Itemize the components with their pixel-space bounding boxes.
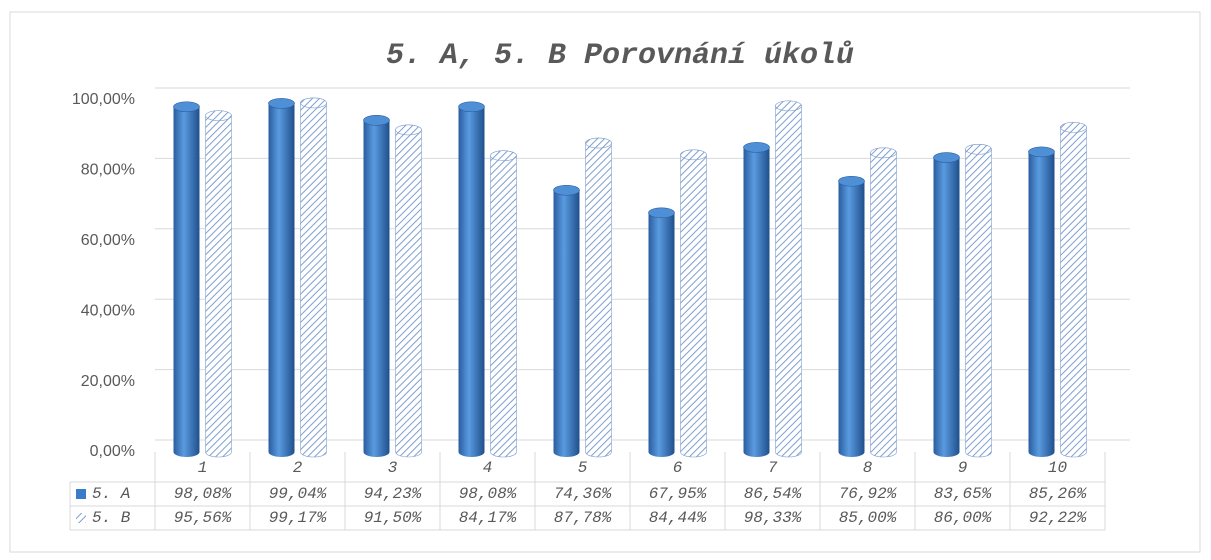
cylinder-cap [1028, 146, 1055, 158]
chart-title: 5. A, 5. B Porovnání úkolů [386, 39, 854, 73]
cylinder-cap [743, 142, 770, 153]
x-tick-label: 2 [293, 459, 303, 477]
table-value: 83,65% [934, 485, 993, 503]
cylinder [173, 101, 200, 457]
x-tick-label: 7 [768, 459, 778, 477]
cylinder [395, 124, 422, 458]
cylinder [553, 185, 580, 458]
legend-label: 5. A [92, 485, 130, 503]
table-value: 67,95% [649, 485, 708, 503]
cylinder [743, 142, 770, 457]
legend-key [76, 489, 86, 499]
cylinder-cap [1060, 122, 1087, 133]
x-tick-label: 8 [863, 459, 873, 477]
cylinder [205, 110, 232, 458]
cylinder [268, 98, 295, 457]
cylinder [363, 115, 390, 458]
cylinder [965, 143, 992, 458]
y-tick-label: 80,00% [81, 162, 135, 179]
cylinder-cap [395, 124, 422, 136]
cylinder-cap [363, 115, 390, 126]
x-tick-label: 5 [578, 459, 588, 477]
cylinder-cap [648, 207, 675, 219]
cylinder [680, 149, 707, 458]
cylinder-cap [680, 149, 707, 161]
cylinder [1028, 146, 1055, 457]
y-tick-label: 0,00% [90, 443, 135, 460]
table-value: 85,26% [1029, 485, 1088, 503]
table-value: 92,22% [1029, 509, 1088, 527]
table-value: 98,08% [459, 485, 518, 503]
cylinder [775, 100, 802, 458]
cylinder-cap [838, 175, 865, 187]
x-tick-label: 10 [1048, 459, 1068, 477]
cylinder [838, 176, 865, 458]
table-value: 98,33% [744, 509, 803, 527]
cylinder-cap [870, 147, 897, 159]
cylinder [585, 137, 612, 458]
table-value: 84,17% [459, 509, 518, 527]
table-value: 99,04% [269, 485, 328, 503]
cylinder-cap [585, 137, 612, 149]
cylinder-cap [553, 184, 580, 196]
cylinder [648, 207, 675, 457]
y-tick-label: 20,00% [81, 373, 135, 390]
cylinder-cap [173, 101, 200, 113]
legend-key [76, 513, 86, 523]
cylinder-cap [775, 100, 802, 112]
cylinder [458, 101, 485, 457]
cylinder-cap [458, 101, 485, 113]
x-tick-label: 4 [483, 459, 493, 477]
legend-label: 5. B [92, 509, 131, 527]
table-value: 91,50% [364, 509, 423, 527]
x-tick-label: 6 [673, 459, 683, 477]
table-value: 86,00% [934, 509, 993, 527]
cylinder [300, 97, 327, 458]
table-value: 99,17% [269, 509, 328, 527]
y-tick-label: 60,00% [81, 232, 135, 249]
cylinder [1060, 122, 1087, 458]
x-tick-label: 3 [388, 459, 398, 477]
cylinder [933, 152, 960, 457]
cylinder-cap [268, 98, 295, 109]
cylinder-cap [933, 152, 960, 163]
table-value: 87,78% [554, 509, 613, 527]
table-value: 76,92% [839, 485, 898, 503]
table-value: 94,23% [364, 485, 423, 503]
y-tick-label: 40,00% [81, 302, 135, 319]
table-value: 84,44% [649, 509, 708, 527]
cylinder [870, 147, 897, 458]
x-tick-label: 1 [198, 459, 208, 477]
table-value: 86,54% [744, 485, 803, 503]
table-value: 98,08% [174, 485, 233, 503]
cylinder-cap [965, 143, 992, 155]
table-value: 95,56% [174, 509, 233, 527]
cylinder-cap [205, 110, 232, 121]
y-tick-label: 100,00% [72, 91, 135, 108]
cylinder-cap [300, 97, 327, 109]
cylinder [490, 150, 517, 458]
x-tick-label: 9 [958, 459, 968, 477]
cylinder-cap [490, 150, 517, 162]
table-value: 74,36% [554, 485, 613, 503]
table-value: 85,00% [839, 509, 898, 527]
